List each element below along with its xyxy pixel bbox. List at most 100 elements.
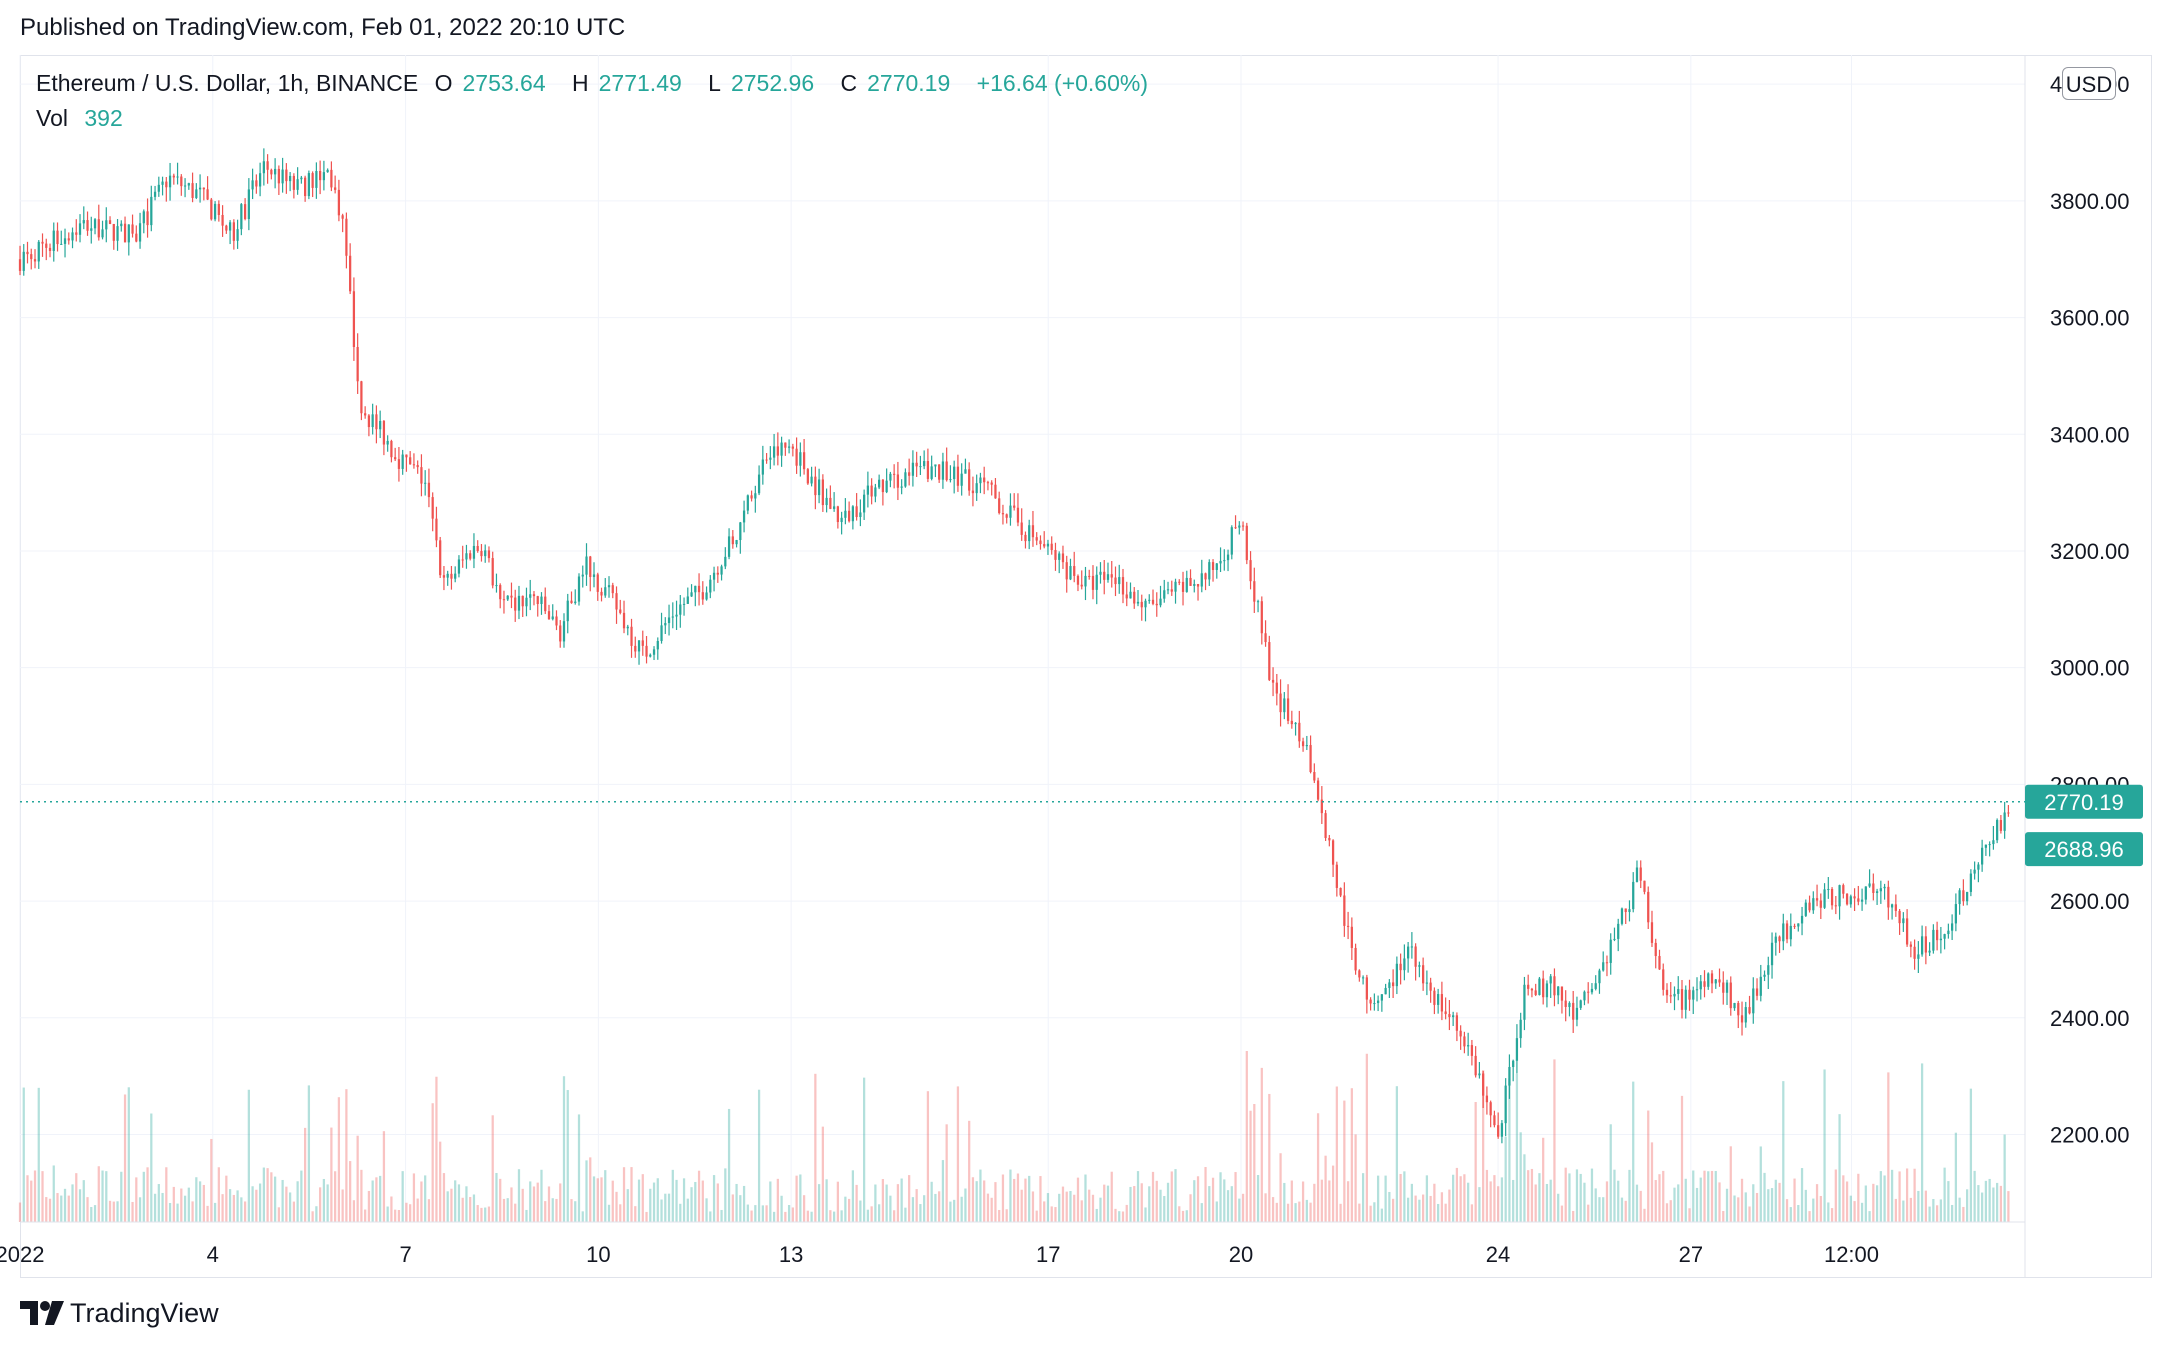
tradingview-logo[interactable]: TradingView [20, 1296, 219, 1330]
volume-bar [1350, 1088, 1353, 1222]
volume-bar [1219, 1172, 1222, 1222]
volume-bar [101, 1170, 104, 1222]
candle-body [1463, 1036, 1466, 1047]
candle-body [1628, 909, 1631, 913]
candlestick-chart[interactable]: 2200.002400.002600.002800.003000.003200.… [0, 0, 2172, 1290]
volume-bar [592, 1176, 596, 1222]
volume-bar [1301, 1181, 1305, 1222]
volume-bar [1999, 1185, 2003, 1222]
candle-body [1883, 886, 1886, 889]
candle-body [367, 415, 371, 428]
candle-body [236, 229, 239, 241]
candle-body [326, 169, 329, 173]
volume-bar [1463, 1174, 1466, 1222]
y-tick-label: 2400.00 [2050, 1006, 2130, 1031]
volume-bar [1260, 1067, 1263, 1222]
candle-body [337, 189, 341, 216]
volume-bar [1238, 1198, 1241, 1222]
volume-bar [390, 1196, 393, 1222]
candle-body [247, 189, 250, 220]
candle-body [1864, 886, 1867, 900]
volume-bar [1909, 1197, 1912, 1222]
candle-body [1845, 893, 1849, 905]
volume-bar [1478, 1187, 1481, 1222]
volume-bar [161, 1192, 164, 1222]
candle-body [390, 440, 393, 458]
candle-body [1121, 577, 1125, 595]
volume-bar [1643, 1208, 1646, 1222]
candle-body [1632, 881, 1635, 910]
volume-bar [1605, 1181, 1609, 1222]
candle-body [1992, 840, 1995, 845]
volume-bar [1815, 1184, 1819, 1222]
candle-body [48, 247, 52, 251]
candle-body [645, 645, 648, 657]
candle-body [990, 482, 993, 485]
candle-body [532, 594, 536, 597]
volume-bar [1834, 1169, 1837, 1222]
candle-body [1943, 934, 1946, 939]
y-tick-label: 2600.00 [2050, 889, 2130, 914]
candle-body [514, 597, 517, 611]
volume-bar [1800, 1168, 1804, 1222]
candle-body [889, 473, 892, 481]
volume-bar [1391, 1198, 1395, 1222]
volume-bar [1380, 1208, 1383, 1222]
candle-body [480, 550, 483, 557]
candle-body [397, 459, 401, 469]
volume-bar [1542, 1137, 1545, 1222]
volume-bar [1046, 1193, 1050, 1222]
volume-bar [454, 1180, 457, 1222]
candle-body [431, 497, 434, 519]
volume-legend[interactable]: Vol 392 [36, 105, 123, 132]
x-tick-label: 10 [586, 1242, 610, 1267]
candle-body [1088, 575, 1091, 577]
volume-bar [1099, 1197, 1102, 1222]
candle-body [191, 183, 194, 198]
volume-bar [840, 1210, 843, 1222]
volume-bar [1958, 1197, 1961, 1222]
candle-body [131, 224, 134, 234]
volume-bar [281, 1179, 284, 1222]
volume-bar [1782, 1081, 1785, 1222]
volume-bar [874, 1184, 877, 1222]
candle-body [1647, 891, 1650, 923]
candle-body [454, 573, 457, 579]
candle-body [1725, 982, 1729, 993]
candle-body [1376, 1000, 1380, 1004]
volume-bar [817, 1184, 821, 1222]
symbol-legend[interactable]: Ethereum / U.S. Dollar, 1h, BINANCE O 275… [36, 70, 1158, 97]
candle-body [1797, 923, 1800, 927]
candle-body [1564, 1000, 1567, 1007]
volume-bar [1440, 1192, 1444, 1222]
candle-body [1050, 543, 1053, 551]
candle-body [1868, 883, 1871, 887]
candle-body [686, 596, 689, 604]
candle-body [341, 215, 344, 219]
candle-body [1958, 890, 1961, 905]
candle-body [881, 479, 885, 493]
candle-body [1343, 895, 1346, 926]
volume-bar [712, 1175, 716, 1222]
volume-bar [30, 1180, 33, 1222]
volume-bar [1860, 1202, 1864, 1222]
candle-body [1894, 904, 1897, 911]
candle-body [521, 595, 524, 607]
volume-bar [1226, 1190, 1230, 1222]
candle-body [41, 241, 44, 244]
volume-bar [1628, 1169, 1631, 1222]
candle-body [1755, 988, 1759, 996]
currency-button[interactable]: USD [2062, 67, 2116, 100]
y-tick-label: 3000.00 [2050, 656, 2130, 681]
candle-body [1504, 1085, 1507, 1124]
candle-body [1196, 584, 1200, 587]
volume-bar [1080, 1200, 1083, 1222]
volume-bar [258, 1183, 262, 1222]
volume-bar [1309, 1202, 1312, 1222]
volume-bar [1384, 1175, 1387, 1222]
volume-bar [1106, 1185, 1110, 1222]
volume-bar [585, 1160, 588, 1222]
candle-body [1658, 956, 1661, 970]
candle-body [851, 506, 855, 522]
volume-bar [1635, 1184, 1639, 1222]
